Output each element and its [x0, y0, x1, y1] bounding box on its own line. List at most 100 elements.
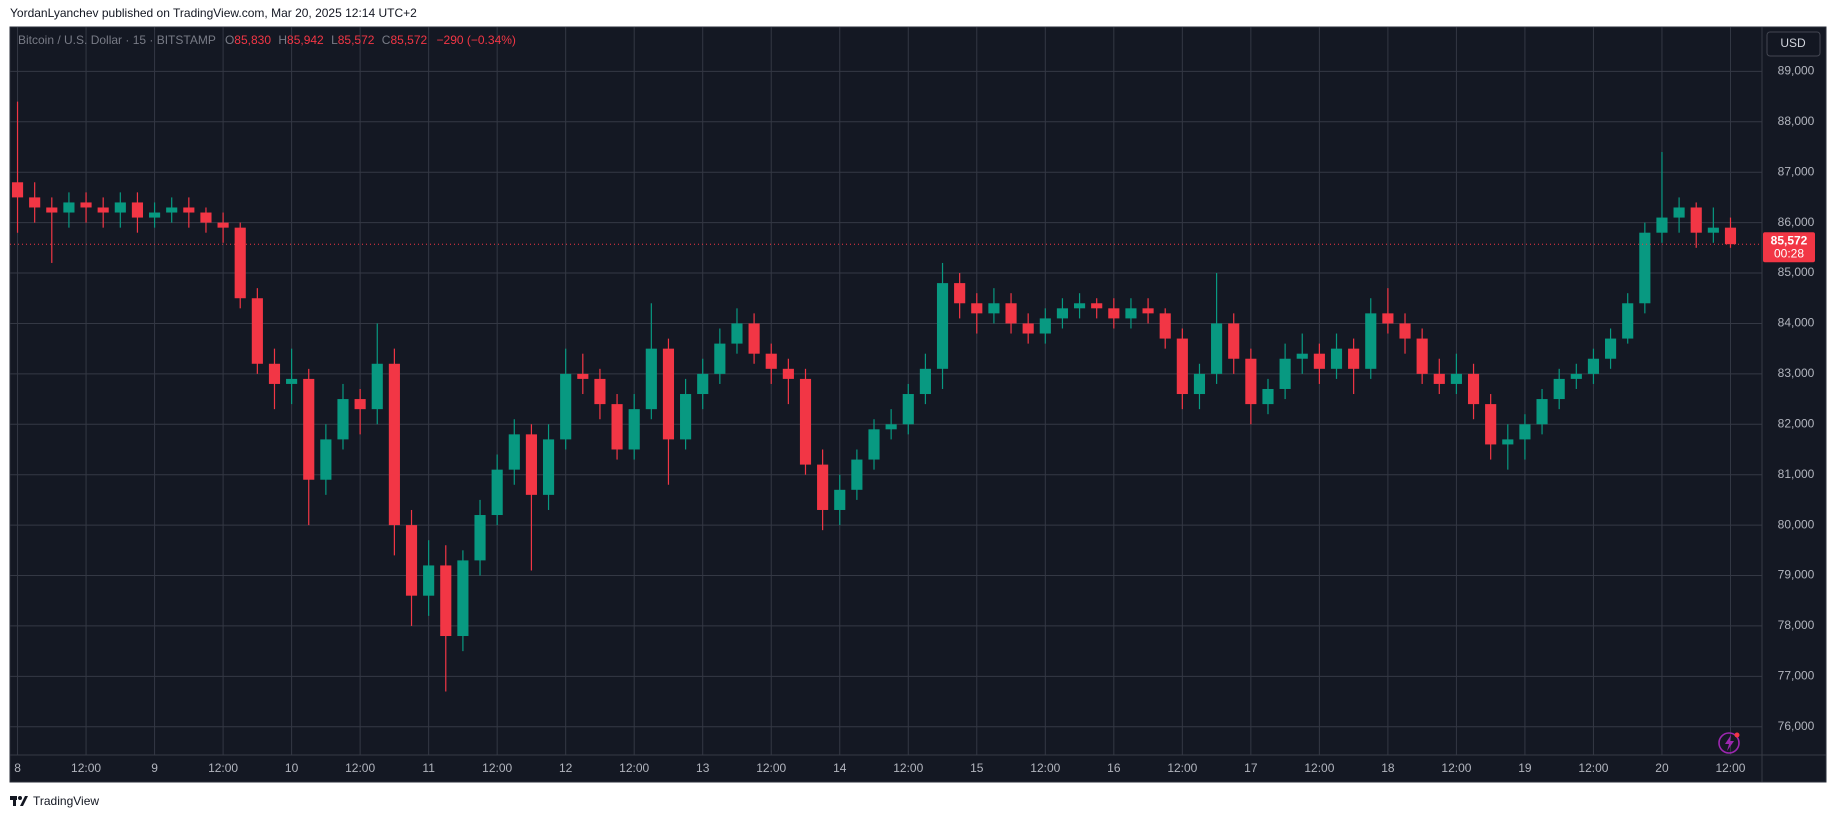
x-tick-label: 12:00 — [208, 761, 238, 775]
grid — [10, 27, 1762, 755]
candle-body — [114, 202, 126, 213]
x-tick-label: 14 — [833, 761, 847, 775]
candle-body — [1382, 313, 1394, 324]
candle-body — [919, 368, 931, 395]
alert-bolt[interactable] — [1725, 735, 1734, 751]
candle-body — [834, 489, 846, 510]
candle-body — [29, 197, 41, 208]
alert-ring[interactable] — [1718, 732, 1740, 754]
candle-body — [1245, 358, 1257, 405]
candle-body — [662, 348, 675, 440]
x-tick-label: 15 — [970, 761, 984, 775]
candle-body — [371, 363, 383, 410]
candle-body — [80, 202, 92, 208]
candle-body — [680, 394, 692, 440]
y-tick-label: 79,000 — [1778, 568, 1815, 582]
candle-body — [1228, 323, 1240, 359]
alert-icon[interactable] — [1718, 732, 1740, 754]
candle-body — [1536, 399, 1548, 425]
x-tick-label: 20 — [1655, 761, 1669, 775]
currency-label[interactable]: USD — [1780, 36, 1806, 50]
candle-body — [1467, 373, 1480, 405]
x-tick-label: 10 — [285, 761, 299, 775]
candle-body — [1690, 207, 1702, 233]
candle-body — [611, 404, 623, 450]
candle-body — [46, 207, 58, 213]
x-tick-label: 12:00 — [1030, 761, 1060, 775]
candle-body — [542, 439, 555, 495]
candle-body — [1262, 388, 1274, 405]
candle-body — [1605, 338, 1617, 359]
candle-body — [166, 207, 178, 213]
x-tick-label: 12:00 — [756, 761, 786, 775]
candle-body — [1039, 318, 1051, 334]
x-tick-label: 12:00 — [1441, 761, 1471, 775]
x-tick-label: 12:00 — [619, 761, 649, 775]
candle-body — [1707, 227, 1719, 233]
alert-dot[interactable] — [1734, 732, 1740, 738]
candle-body — [1279, 358, 1291, 389]
candle-body — [200, 212, 212, 223]
logo-stem — [13, 796, 16, 806]
candle-body — [868, 429, 880, 460]
candle-body — [1433, 373, 1445, 384]
candle-body — [971, 303, 983, 314]
y-tick-label: 81,000 — [1778, 467, 1815, 481]
publish-header: YordanLyanchev published on TradingView.… — [10, 6, 417, 20]
candle-body — [423, 565, 435, 596]
candle-body — [1108, 308, 1120, 319]
x-tick-label: 12:00 — [893, 761, 923, 775]
candle-body — [405, 525, 418, 596]
candle-body — [525, 434, 537, 495]
y-tick-label: 89,000 — [1778, 64, 1815, 78]
candle-body — [1502, 439, 1514, 445]
candle-body — [902, 394, 914, 425]
y-tick-label: 86,000 — [1778, 215, 1815, 229]
high-value: 85,942 — [287, 33, 324, 47]
countdown-label: 00:28 — [1774, 246, 1804, 260]
candle-body — [765, 353, 777, 369]
candle-body — [1296, 353, 1308, 359]
candle-body — [457, 560, 469, 637]
candle-body — [731, 323, 743, 344]
brand-logo — [10, 796, 28, 806]
candle-body — [303, 378, 315, 480]
x-tick-label: 13 — [696, 761, 710, 775]
candle-body — [799, 378, 812, 465]
candle-body — [1724, 227, 1737, 245]
symbol: Bitcoin / U.S. Dollar · 15 · BITSTAMP — [18, 33, 216, 47]
candle-body — [1365, 313, 1377, 369]
currency-button[interactable] — [1766, 31, 1821, 57]
candle-body — [851, 459, 863, 490]
candle-body — [11, 182, 24, 198]
candle-body — [1553, 378, 1565, 400]
candle-body — [1211, 323, 1223, 374]
candle-body — [234, 227, 246, 299]
candle-body — [954, 283, 966, 304]
candle-body — [936, 283, 949, 369]
x-tick-label: 17 — [1244, 761, 1258, 775]
y-tick-label: 77,000 — [1778, 669, 1815, 683]
candle-body — [885, 424, 897, 430]
candle-body — [1639, 232, 1651, 304]
candle-body — [1330, 348, 1343, 369]
candle-body — [1056, 308, 1069, 319]
low-value: 85,572 — [338, 33, 375, 47]
candle-body — [63, 202, 75, 213]
y-tick-label: 87,000 — [1778, 164, 1815, 178]
axes: 76,000 77,000 78,000 79,000 80,000 81,000 82,0… — [14, 64, 1815, 775]
candle-body — [1005, 303, 1017, 324]
candle-body — [697, 373, 709, 395]
candle-body — [817, 464, 829, 510]
last-price-label: 85,572 — [1771, 233, 1808, 247]
candle-body — [1313, 353, 1325, 369]
x-tick-label: 12:00 — [1578, 761, 1608, 775]
candle-body — [1673, 207, 1685, 218]
candle-body — [131, 202, 144, 218]
candle-body — [748, 323, 760, 354]
y-tick-label: 85,000 — [1778, 265, 1815, 279]
candle-body — [714, 343, 726, 374]
candle-body — [645, 348, 657, 410]
